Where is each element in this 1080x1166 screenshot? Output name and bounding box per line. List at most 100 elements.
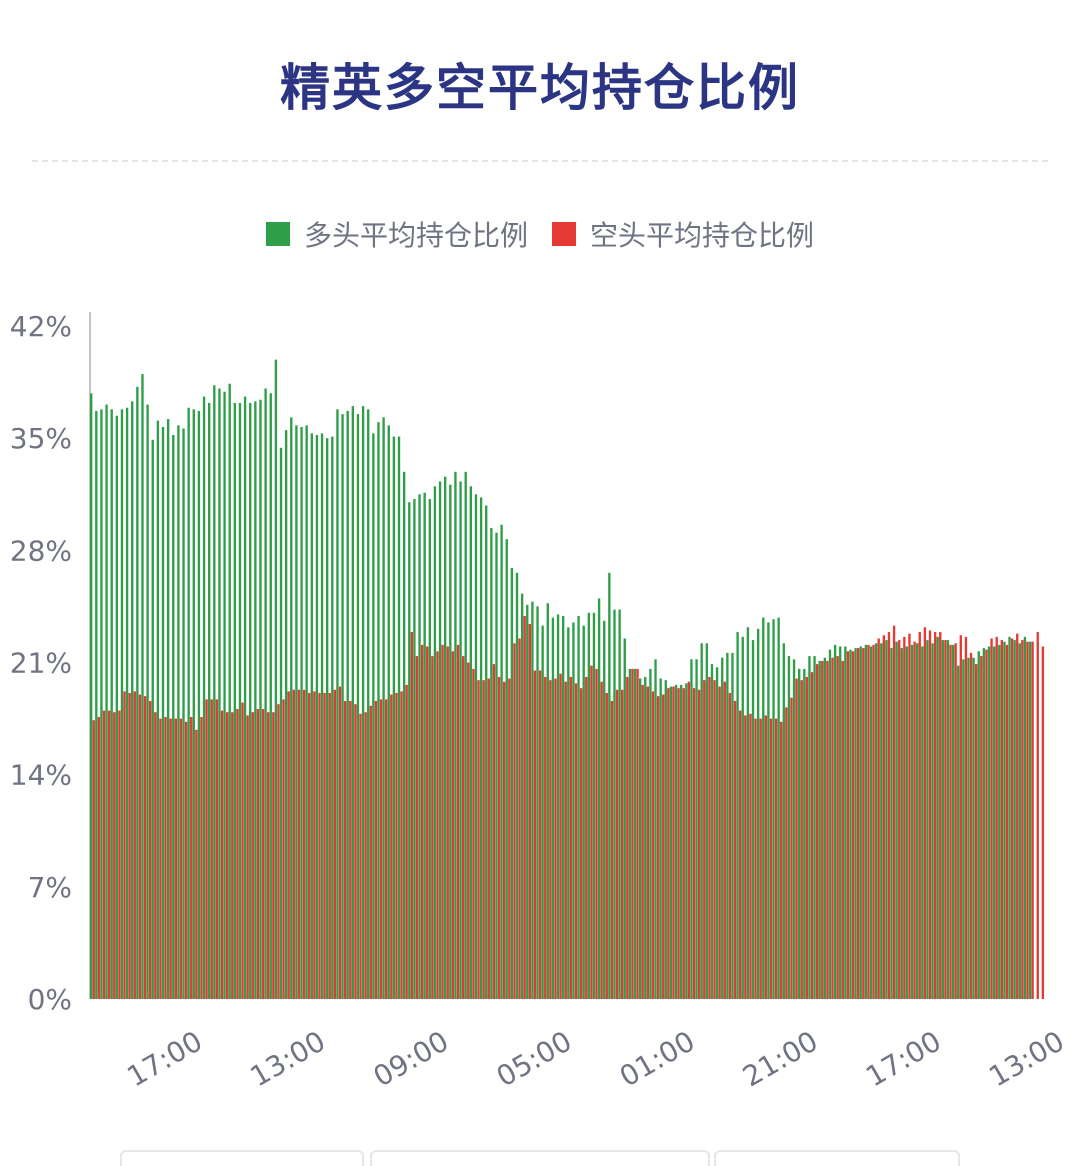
bar[interactable] bbox=[705, 643, 709, 999]
bar[interactable] bbox=[939, 632, 942, 999]
bar[interactable] bbox=[741, 636, 744, 999]
bar[interactable] bbox=[115, 415, 119, 999]
bar[interactable] bbox=[715, 667, 719, 999]
bar[interactable] bbox=[495, 532, 498, 999]
bar[interactable] bbox=[949, 644, 952, 999]
bar[interactable] bbox=[569, 676, 573, 999]
bar[interactable] bbox=[113, 712, 116, 999]
bar[interactable] bbox=[895, 641, 898, 999]
bar[interactable] bbox=[277, 704, 280, 999]
bar[interactable] bbox=[626, 676, 629, 999]
bar[interactable] bbox=[236, 708, 239, 999]
bar[interactable] bbox=[274, 359, 278, 999]
bar[interactable] bbox=[487, 678, 490, 999]
bar[interactable] bbox=[474, 494, 478, 999]
bar[interactable] bbox=[754, 718, 757, 999]
bar[interactable] bbox=[762, 617, 765, 999]
bar[interactable] bbox=[744, 715, 747, 999]
bar[interactable] bbox=[590, 665, 593, 999]
bar[interactable] bbox=[402, 471, 406, 999]
bar[interactable] bbox=[1018, 643, 1021, 999]
bar[interactable] bbox=[200, 716, 203, 999]
bar[interactable] bbox=[415, 656, 419, 999]
bar[interactable] bbox=[572, 622, 575, 999]
bar[interactable] bbox=[621, 689, 624, 999]
bar[interactable] bbox=[110, 409, 113, 1000]
bar[interactable] bbox=[141, 374, 144, 1000]
bar[interactable] bbox=[885, 640, 888, 999]
bar[interactable] bbox=[551, 617, 555, 999]
bar[interactable] bbox=[864, 644, 868, 999]
bar[interactable] bbox=[451, 651, 455, 999]
bar[interactable] bbox=[331, 436, 334, 999]
bar[interactable] bbox=[351, 406, 355, 999]
bar[interactable] bbox=[172, 434, 175, 999]
bar[interactable] bbox=[608, 572, 611, 999]
bar[interactable] bbox=[628, 668, 632, 999]
bar[interactable] bbox=[369, 705, 372, 999]
bar[interactable] bbox=[677, 688, 680, 999]
bar[interactable] bbox=[372, 433, 375, 999]
bar[interactable] bbox=[410, 632, 414, 999]
bar[interactable] bbox=[400, 691, 403, 999]
bar[interactable] bbox=[977, 651, 980, 999]
bar[interactable] bbox=[990, 638, 993, 999]
bar[interactable] bbox=[641, 684, 644, 999]
bar[interactable] bbox=[613, 609, 616, 999]
bar[interactable] bbox=[728, 692, 732, 999]
bar[interactable] bbox=[503, 681, 506, 999]
bar[interactable] bbox=[336, 409, 339, 1000]
bar[interactable] bbox=[515, 572, 519, 999]
bar[interactable] bbox=[844, 646, 847, 999]
bar[interactable] bbox=[192, 409, 195, 1000]
bar[interactable] bbox=[795, 678, 798, 999]
bar[interactable] bbox=[264, 388, 267, 999]
bar[interactable] bbox=[905, 646, 909, 999]
bar[interactable] bbox=[615, 689, 619, 999]
bar[interactable] bbox=[954, 643, 957, 999]
bar[interactable] bbox=[682, 688, 685, 999]
bar[interactable] bbox=[361, 406, 365, 999]
bar[interactable] bbox=[531, 601, 534, 999]
bar[interactable] bbox=[482, 680, 485, 999]
bar[interactable] bbox=[605, 692, 608, 999]
bar[interactable] bbox=[633, 668, 637, 999]
bar[interactable] bbox=[800, 680, 803, 999]
bar[interactable] bbox=[164, 716, 167, 999]
bar[interactable] bbox=[549, 680, 552, 999]
bar[interactable] bbox=[931, 643, 934, 999]
bar[interactable] bbox=[957, 665, 960, 999]
bar[interactable] bbox=[500, 524, 503, 999]
bar[interactable] bbox=[562, 616, 565, 999]
bar[interactable] bbox=[892, 625, 896, 999]
bar[interactable] bbox=[995, 636, 998, 999]
bar[interactable] bbox=[343, 700, 347, 999]
bar[interactable] bbox=[769, 718, 773, 999]
bar[interactable] bbox=[739, 710, 742, 999]
bar[interactable] bbox=[898, 640, 901, 999]
bar[interactable] bbox=[408, 502, 411, 999]
bar[interactable] bbox=[692, 688, 696, 999]
bar[interactable] bbox=[574, 683, 578, 999]
bar[interactable] bbox=[695, 659, 698, 999]
bar[interactable] bbox=[438, 481, 442, 999]
bar[interactable] bbox=[764, 715, 768, 999]
bar[interactable] bbox=[223, 391, 226, 1000]
bar[interactable] bbox=[713, 680, 716, 999]
bar[interactable] bbox=[1028, 641, 1032, 999]
bar[interactable] bbox=[810, 672, 814, 999]
bar[interactable] bbox=[392, 436, 396, 999]
bar[interactable] bbox=[107, 710, 111, 999]
bar[interactable] bbox=[900, 648, 903, 999]
bar[interactable] bbox=[985, 649, 988, 999]
bar[interactable] bbox=[259, 399, 262, 1000]
bar[interactable] bbox=[582, 625, 585, 999]
bar[interactable] bbox=[751, 640, 755, 999]
bar[interactable] bbox=[697, 689, 701, 999]
bar[interactable] bbox=[854, 648, 857, 999]
bar[interactable] bbox=[746, 627, 750, 999]
bar[interactable] bbox=[256, 708, 260, 999]
bar[interactable] bbox=[1036, 632, 1039, 999]
bar[interactable] bbox=[1013, 640, 1016, 999]
bar[interactable] bbox=[941, 640, 945, 999]
